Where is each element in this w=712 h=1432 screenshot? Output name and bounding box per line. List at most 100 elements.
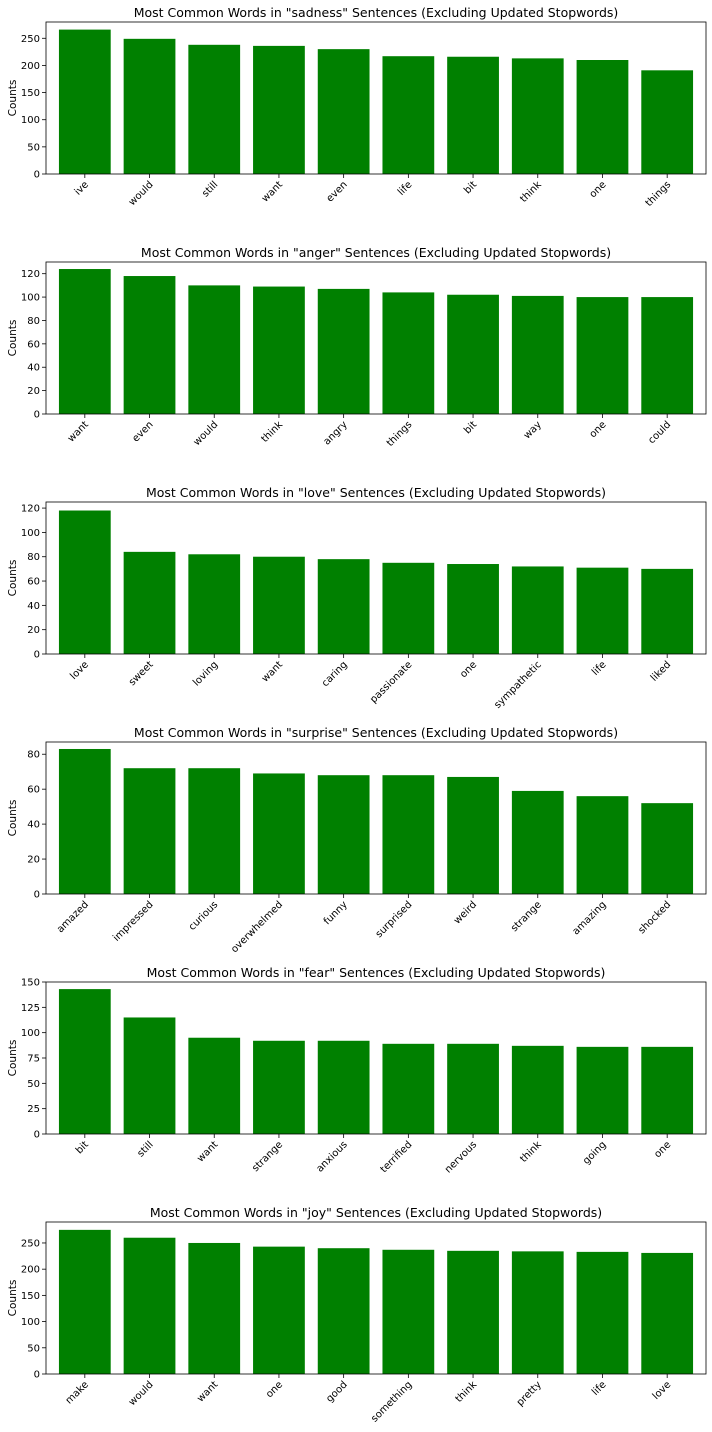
y-tick-label: 0 [34, 410, 40, 421]
bar-want [58, 269, 111, 414]
bar-liked [641, 568, 694, 654]
bar-ive [58, 29, 111, 174]
bar-loving [188, 554, 241, 654]
x-tick-label: something [369, 1379, 414, 1424]
chart-panel-3: Most Common Words in "surprise" Sentence… [7, 725, 707, 955]
bar-sweet [123, 551, 176, 654]
x-tick-label: good [324, 1379, 349, 1404]
bar-think [511, 1045, 564, 1134]
axes-frame [45, 981, 707, 1135]
x-tick-label: one [588, 179, 609, 200]
x-tick-label: weird [452, 899, 479, 926]
x-tick-label: want [260, 659, 285, 684]
x-tick-label: life [590, 659, 609, 678]
x-tick-label: terrified [379, 1139, 415, 1175]
bar-things [382, 292, 435, 414]
bar-think [447, 1250, 499, 1374]
chart-title: Most Common Words in "fear" Sentences (E… [147, 965, 606, 980]
bar-impressed [123, 768, 176, 894]
y-tick-label: 0 [34, 890, 40, 901]
y-tick-label: 120 [21, 269, 40, 280]
bar-would [188, 285, 241, 414]
x-tick-label: want [66, 419, 91, 444]
x-tick-label: make [64, 1379, 91, 1406]
x-tick-label: caring [320, 659, 350, 689]
y-tick-label: 0 [34, 170, 40, 181]
bar-passionate [382, 562, 435, 654]
y-tick-label: 75 [27, 1054, 40, 1065]
axes-frame [45, 1221, 707, 1375]
y-tick-label: 100 [21, 115, 40, 126]
x-tick-label: could [646, 419, 673, 446]
bar-even [123, 276, 176, 414]
bar-way [511, 295, 564, 414]
y-tick-label: 20 [27, 855, 40, 866]
y-tick-label: 100 [21, 1317, 40, 1328]
bar-curious [188, 768, 241, 894]
axes-frame [45, 261, 707, 415]
bar-something [382, 1249, 435, 1374]
x-tick-label: sweet [127, 659, 156, 688]
bar-would [123, 38, 176, 175]
chart-panel-2: Most Common Words in "love" Sentences (E… [7, 485, 707, 711]
bar-caring [317, 559, 370, 654]
bar-one [447, 564, 499, 654]
y-tick-label: 120 [21, 504, 40, 515]
x-tick-label: still [200, 179, 220, 199]
bar-pretty [511, 1251, 564, 1374]
bar-bit [447, 294, 499, 414]
x-tick-label: strange [250, 1139, 285, 1174]
bar-going [576, 1046, 629, 1134]
y-tick-label: 40 [27, 363, 40, 374]
x-tick-label: one [652, 1139, 673, 1160]
x-tick-label: loving [191, 659, 220, 688]
bar-life [576, 567, 629, 654]
y-tick-label: 150 [21, 88, 40, 99]
chart-title: Most Common Words in "anger" Sentences (… [141, 245, 611, 260]
x-tick-label: would [127, 1379, 156, 1408]
bar-amazing [576, 796, 629, 894]
chart-title: Most Common Words in "sadness" Sentences… [134, 5, 619, 20]
y-tick-label: 20 [27, 386, 40, 397]
y-axis-label: Counts [7, 1040, 19, 1077]
x-tick-label: think [454, 1379, 480, 1405]
y-tick-label: 150 [21, 1291, 40, 1302]
x-tick-label: one [458, 659, 479, 680]
y-tick-label: 150 [21, 978, 40, 989]
x-tick-label: things [385, 419, 415, 449]
y-tick-label: 0 [34, 1370, 40, 1381]
x-tick-label: things [644, 179, 674, 209]
x-tick-label: sympathetic [492, 659, 544, 711]
y-tick-label: 80 [27, 750, 40, 761]
bar-good [317, 1248, 370, 1374]
bar-things [641, 70, 694, 174]
bar-love [641, 1252, 694, 1374]
x-tick-label: angry [322, 419, 350, 447]
x-tick-label: pretty [515, 1379, 544, 1408]
x-tick-label: want [195, 1379, 220, 1404]
x-tick-label: passionate [368, 659, 414, 705]
x-tick-label: think [518, 179, 544, 205]
x-tick-label: amazed [55, 899, 91, 935]
bar-think [253, 286, 305, 414]
y-tick-label: 40 [27, 601, 40, 612]
y-tick-label: 100 [21, 528, 40, 539]
x-tick-label: think [518, 1139, 544, 1165]
bar-shocked [641, 803, 694, 894]
bar-want [253, 556, 305, 654]
y-tick-label: 200 [21, 61, 40, 72]
bar-overwhelmed [253, 773, 305, 894]
bar-anxious [317, 1040, 370, 1134]
bar-bit [447, 56, 499, 174]
bar-would [123, 1237, 176, 1374]
axes-frame [45, 741, 707, 895]
y-tick-label: 50 [27, 1079, 40, 1090]
bar-still [188, 44, 241, 174]
bar-even [317, 49, 370, 175]
bar-want [253, 45, 305, 175]
bar-terrified [382, 1043, 435, 1134]
y-tick-label: 80 [27, 552, 40, 563]
chart-panel-4: Most Common Words in "fear" Sentences (E… [7, 965, 707, 1176]
